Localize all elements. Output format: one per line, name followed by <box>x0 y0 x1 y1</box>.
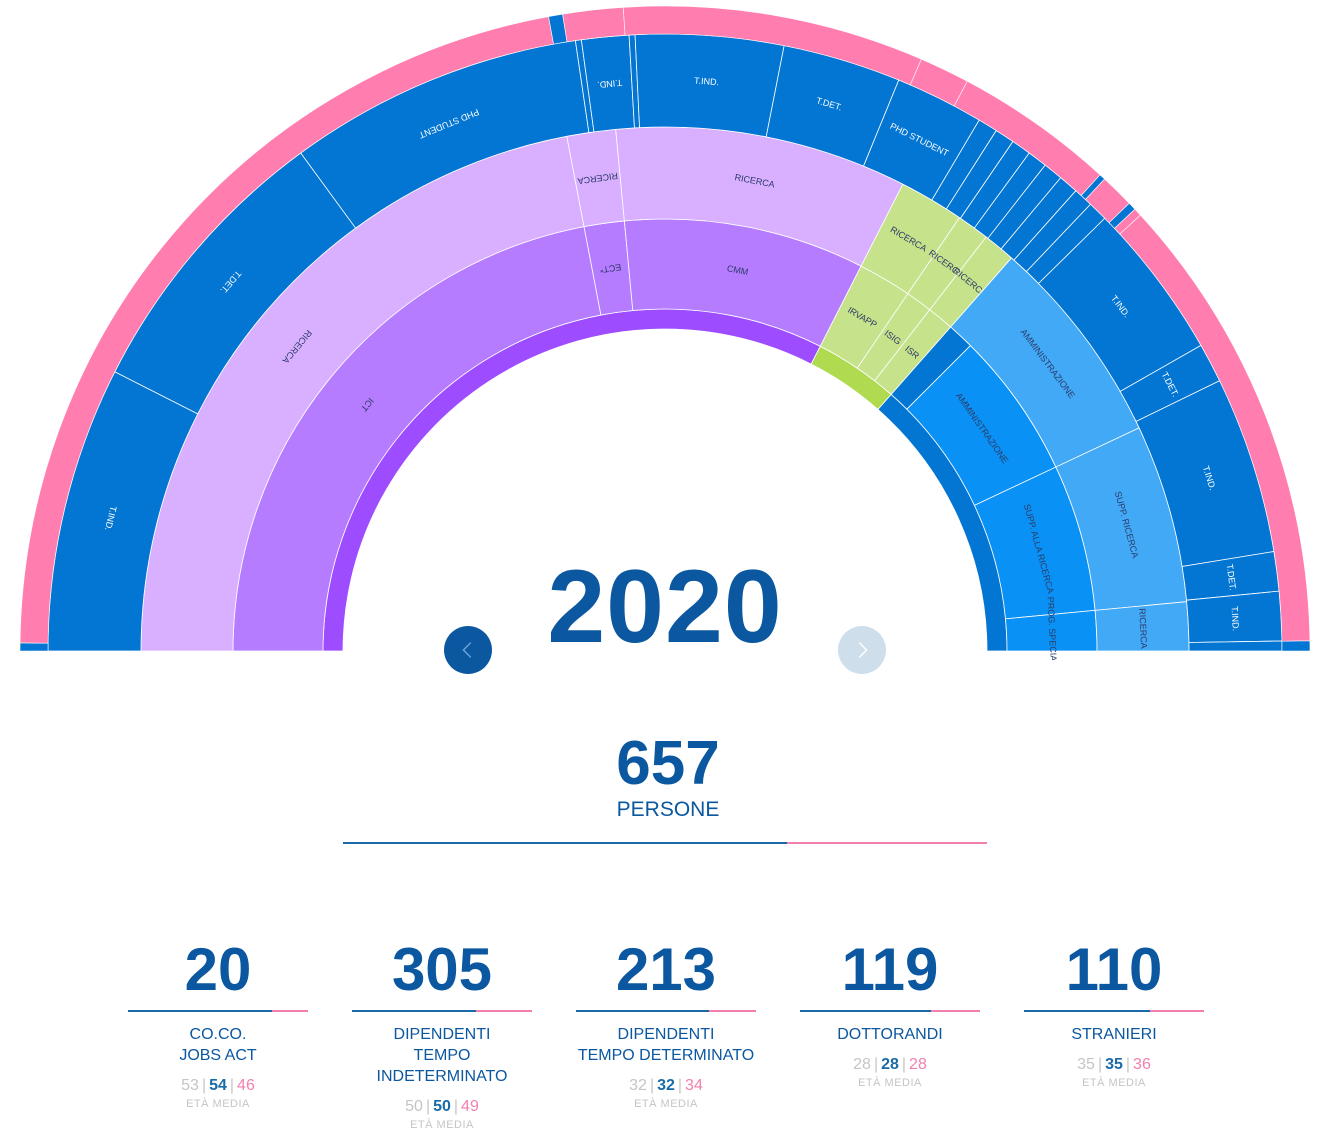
age-separator: | <box>901 1056 907 1073</box>
stat-value: 110 <box>1065 936 1163 1003</box>
chevron-left-icon <box>462 642 472 658</box>
age-male: 50 <box>433 1098 451 1115</box>
segment-label: CMM <box>726 263 749 277</box>
age-label: ETÀ MEDIA <box>410 1119 474 1131</box>
age-separator: | <box>873 1056 879 1073</box>
total-male-share <box>343 842 788 844</box>
segment-label: PROG. SPECIALI <box>1046 597 1059 660</box>
age-separator: | <box>229 1077 235 1094</box>
stat-card: 20 CO.CO. JOBS ACT 53 | 54 | 46 ETÀ MEDIA <box>128 935 308 1110</box>
age-label: ETÀ MEDIA <box>1082 1077 1146 1089</box>
age-all: 35 <box>1077 1056 1095 1073</box>
age-male: 35 <box>1105 1056 1123 1073</box>
age-label: ETÀ MEDIA <box>634 1098 698 1110</box>
stat-male-share <box>1024 1010 1150 1012</box>
sunburst-segment[interactable] <box>19 642 49 652</box>
age-separator: | <box>453 1098 459 1115</box>
stat-gender-bar <box>352 1010 532 1012</box>
sunburst-segment[interactable] <box>1281 640 1311 652</box>
age-all: 53 <box>181 1077 199 1094</box>
segment-label: RICERCA <box>1137 608 1149 649</box>
total-female-share <box>787 842 987 844</box>
stat-card: 305 DIPENDENTI TEMPO INDETERMINATO 50 | 50 | 4… <box>352 935 532 1131</box>
stat-title: DOTTORANDI <box>837 1026 943 1043</box>
stat-value: 119 <box>841 936 939 1003</box>
age-female: 46 <box>237 1077 255 1094</box>
age-label: ETÀ MEDIA <box>186 1098 250 1110</box>
stat-value: 20 <box>184 936 252 1003</box>
stat-female-share <box>272 1010 308 1012</box>
stat-value: 305 <box>391 936 493 1003</box>
stat-gender-bar <box>128 1010 308 1012</box>
year-title: 2020 <box>547 549 783 665</box>
stat-title: DIPENDENTI TEMPO DETERMINATO <box>577 1026 755 1064</box>
previous-year-button[interactable] <box>444 626 492 674</box>
stat-male-share <box>352 1010 477 1012</box>
age-separator: | <box>1125 1056 1131 1073</box>
age-female: 36 <box>1133 1056 1151 1073</box>
segment-label: ECT* <box>599 262 622 275</box>
stat-ages: 50 | 50 | 49 <box>352 1097 532 1117</box>
age-separator: | <box>649 1077 655 1094</box>
total-count: 657 <box>616 729 720 798</box>
stat-ages: 35 | 35 | 36 <box>1024 1055 1204 1075</box>
stat-female-share <box>709 1010 756 1012</box>
stat-title: STRANIERI <box>1071 1026 1157 1043</box>
segment-label: T.IND. <box>597 78 623 90</box>
age-male: 28 <box>881 1056 899 1073</box>
stat-ages: 28 | 28 | 28 <box>800 1055 980 1075</box>
stat-male-share <box>576 1010 710 1012</box>
next-year-button[interactable] <box>838 626 886 674</box>
age-all: 50 <box>405 1098 423 1115</box>
total-gender-bar <box>343 842 987 844</box>
age-separator: | <box>677 1077 683 1094</box>
age-female: 28 <box>909 1056 927 1073</box>
total-block: 657 PERSONE <box>468 730 868 822</box>
age-male: 54 <box>209 1077 227 1094</box>
segment-label: T.IND. <box>694 75 720 87</box>
stat-male-share <box>128 1010 272 1012</box>
stat-gender-bar <box>800 1010 980 1012</box>
stat-title: CO.CO. JOBS ACT <box>179 1026 257 1064</box>
stat-female-share <box>476 1010 532 1012</box>
segment-label: T.DET. <box>1225 563 1238 591</box>
stat-value: 213 <box>615 936 717 1003</box>
age-female: 34 <box>685 1077 703 1094</box>
age-label: ETÀ MEDIA <box>858 1077 922 1089</box>
chevron-right-icon <box>858 642 868 658</box>
stat-female-share <box>1150 1010 1204 1012</box>
stat-ages: 53 | 54 | 46 <box>128 1076 308 1096</box>
stat-gender-bar <box>1024 1010 1204 1012</box>
age-separator: | <box>425 1098 431 1115</box>
segment-label: T.IND. <box>1230 606 1241 632</box>
stat-ages: 32 | 32 | 34 <box>576 1076 756 1096</box>
age-male: 32 <box>657 1077 675 1094</box>
stat-card: 110 STRANIERI 35 | 35 | 36 ETÀ MEDIA <box>1024 935 1204 1089</box>
stat-card: 119 DOTTORANDI 28 | 28 | 28 ETÀ MEDIA <box>800 935 980 1089</box>
stat-male-share <box>800 1010 932 1012</box>
stat-female-share <box>931 1010 980 1012</box>
age-all: 32 <box>629 1077 647 1094</box>
age-separator: | <box>201 1077 207 1094</box>
sunburst-segment[interactable] <box>1188 640 1283 652</box>
age-female: 49 <box>461 1098 479 1115</box>
stat-card: 213 DIPENDENTI TEMPO DETERMINATO 32 | 32 | 34 E… <box>576 935 756 1110</box>
age-all: 28 <box>853 1056 871 1073</box>
stat-gender-bar <box>576 1010 756 1012</box>
stat-title: DIPENDENTI TEMPO INDETERMINATO <box>376 1026 508 1085</box>
total-label: PERSONE <box>616 798 720 821</box>
age-separator: | <box>1097 1056 1103 1073</box>
